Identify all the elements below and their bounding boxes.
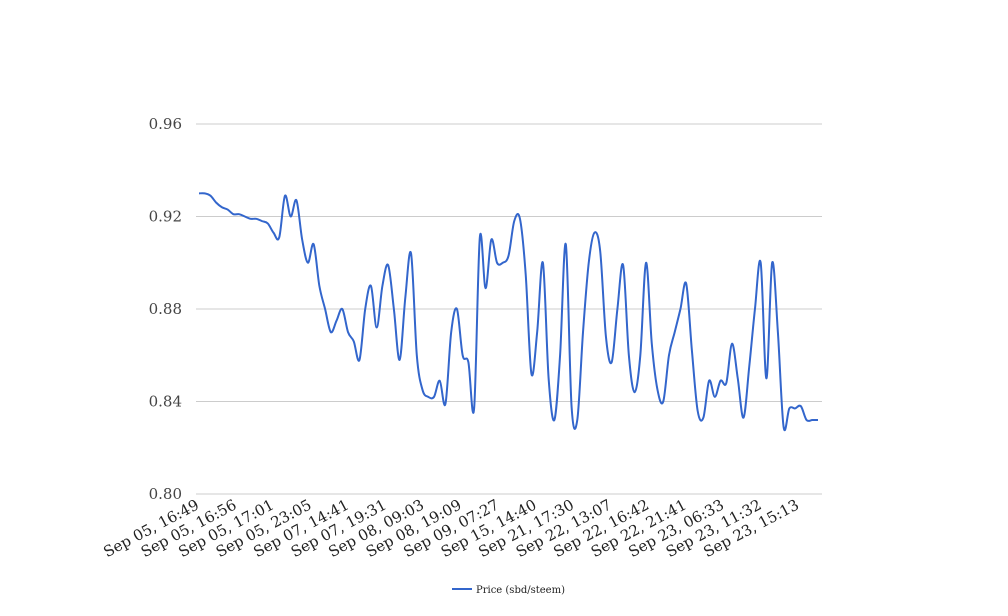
y-tick-label: 0.80 xyxy=(149,485,182,503)
series-line-price xyxy=(198,192,818,431)
legend-label: Price (sbd/steem) xyxy=(476,585,565,596)
y-tick-label: 0.88 xyxy=(149,300,182,318)
grid-lines xyxy=(196,123,822,495)
y-axis-ticks: 0.80 0.84 0.88 0.92 0.96 xyxy=(149,115,182,503)
y-tick-label: 0.96 xyxy=(149,115,182,133)
series-lines xyxy=(198,192,818,431)
y-tick-label: 0.84 xyxy=(149,393,182,411)
legend: Price (sbd/steem) xyxy=(452,585,565,596)
y-tick-label: 0.92 xyxy=(149,208,182,226)
